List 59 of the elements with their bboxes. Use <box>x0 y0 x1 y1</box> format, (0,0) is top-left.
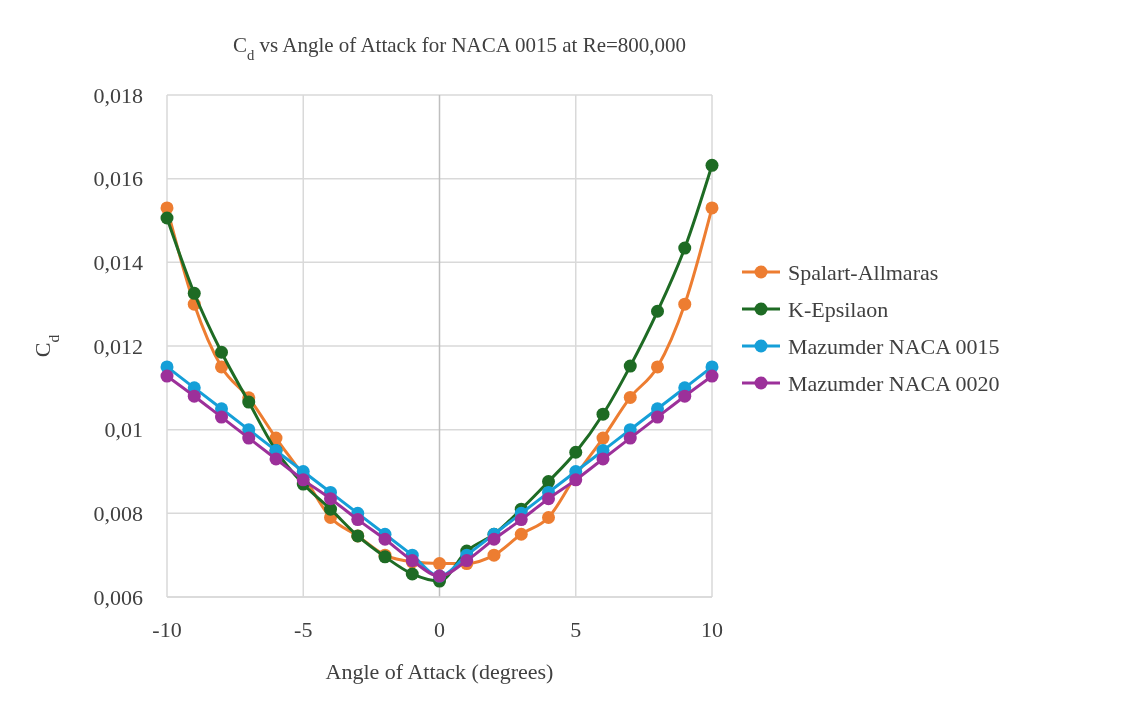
point <box>542 492 555 506</box>
x-tick-label: -10 <box>152 617 182 642</box>
point <box>378 532 392 546</box>
point <box>623 359 637 373</box>
point <box>651 360 664 374</box>
point <box>569 445 583 459</box>
point <box>242 395 256 409</box>
point <box>487 532 501 546</box>
point <box>187 286 201 300</box>
legend-label: K-Epsilaon <box>788 296 889 322</box>
point <box>678 241 692 255</box>
point <box>705 158 719 172</box>
point <box>705 369 719 383</box>
y-tick-label: 0,016 <box>93 166 143 192</box>
legend-label: Spalart-Allmaras <box>788 259 939 285</box>
point <box>705 201 719 215</box>
y-tick-label: 0,008 <box>93 501 143 527</box>
point <box>678 389 692 403</box>
point <box>487 548 501 562</box>
point <box>269 452 283 466</box>
point <box>596 452 610 466</box>
legend-label: Mazumder NACA 0020 <box>788 370 1000 396</box>
point <box>651 410 664 424</box>
y-tick-label: 0,012 <box>93 333 143 359</box>
point <box>596 431 610 445</box>
x-tick-label: 0 <box>434 617 445 642</box>
point <box>215 360 228 374</box>
y-tick-label: 0,018 <box>93 82 143 108</box>
point <box>324 502 337 516</box>
point <box>351 513 365 527</box>
point <box>514 527 528 541</box>
point <box>569 473 583 487</box>
point <box>542 475 555 489</box>
x-tick-label: -5 <box>294 617 313 642</box>
point <box>542 511 555 525</box>
legend-label: Mazumder NACA 0015 <box>788 333 1000 359</box>
point <box>187 389 201 403</box>
point <box>215 345 228 359</box>
y-tick-label: 0,006 <box>93 584 143 610</box>
y-tick-label: 0,01 <box>104 417 143 443</box>
point <box>215 410 228 424</box>
point <box>651 304 664 318</box>
y-tick-label: 0,014 <box>93 250 143 276</box>
point <box>296 473 310 487</box>
point <box>160 369 174 383</box>
point <box>623 431 637 445</box>
point <box>160 211 174 225</box>
point <box>242 431 256 445</box>
chart-title: C$_{d}$ vs Angle of Attack for NACA 0015 at Re=800,000 <box>232 33 687 63</box>
point <box>324 492 337 506</box>
point <box>514 513 528 527</box>
x-axis-title: Angle of Attack (degrees) <box>325 659 554 684</box>
point <box>623 390 637 404</box>
point <box>405 567 419 581</box>
point <box>596 407 610 421</box>
point <box>678 297 692 311</box>
x-tick-label: 5 <box>570 617 582 642</box>
point <box>433 557 446 571</box>
x-tick-label: 10 <box>701 617 723 642</box>
